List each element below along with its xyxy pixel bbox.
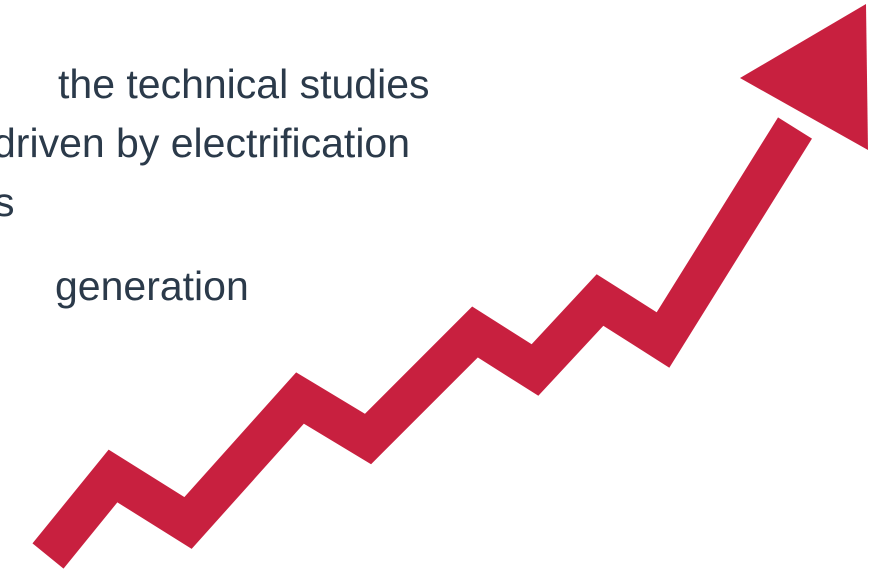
slide-body-text: the technical studies driven by electrif… xyxy=(0,61,430,309)
text-line-1: the technical studies xyxy=(58,61,430,107)
text-line-4: generation xyxy=(55,263,249,309)
arrow-head xyxy=(740,4,868,150)
text-line-2: driven by electrification xyxy=(0,120,411,166)
arrow-shaft xyxy=(32,117,812,569)
text-line-3: s xyxy=(0,179,15,225)
